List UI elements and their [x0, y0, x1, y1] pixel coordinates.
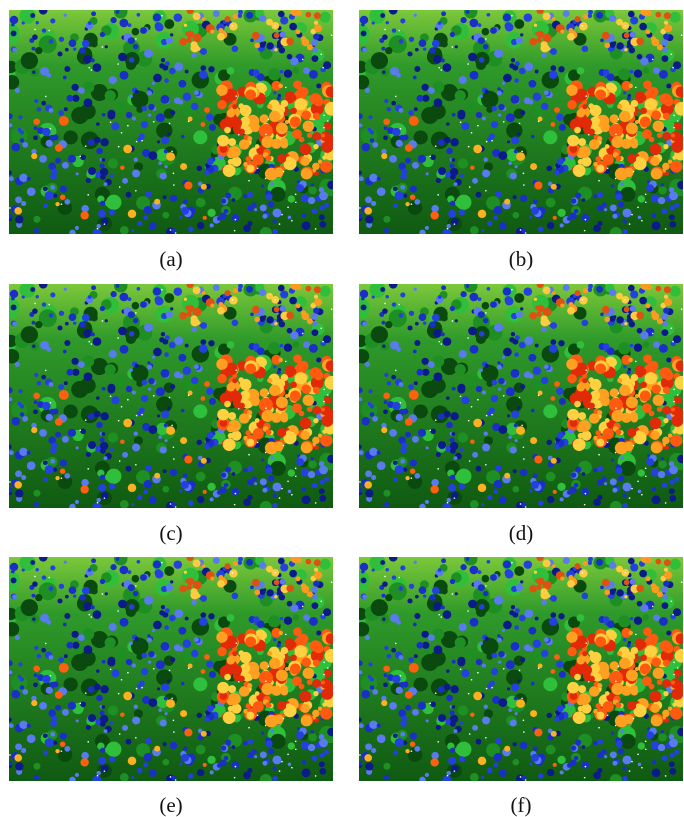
panel-image: [1, 552, 338, 786]
panel-label: (e): [121, 793, 221, 817]
panel-image: [351, 279, 684, 513]
figure: (a) (b) (c) (d) (e) (f): [0, 0, 684, 817]
panel-label: (a): [121, 247, 221, 272]
panel-image: [351, 552, 684, 786]
panel-image: [1, 279, 338, 513]
panel-image: [1, 5, 338, 239]
panel-label: (d): [471, 521, 571, 546]
panel-image: [351, 5, 684, 239]
panel-label: (c): [121, 521, 221, 546]
panel-label: (f): [471, 793, 571, 817]
panel-label: (b): [471, 247, 571, 272]
figure-images: [0, 0, 684, 817]
